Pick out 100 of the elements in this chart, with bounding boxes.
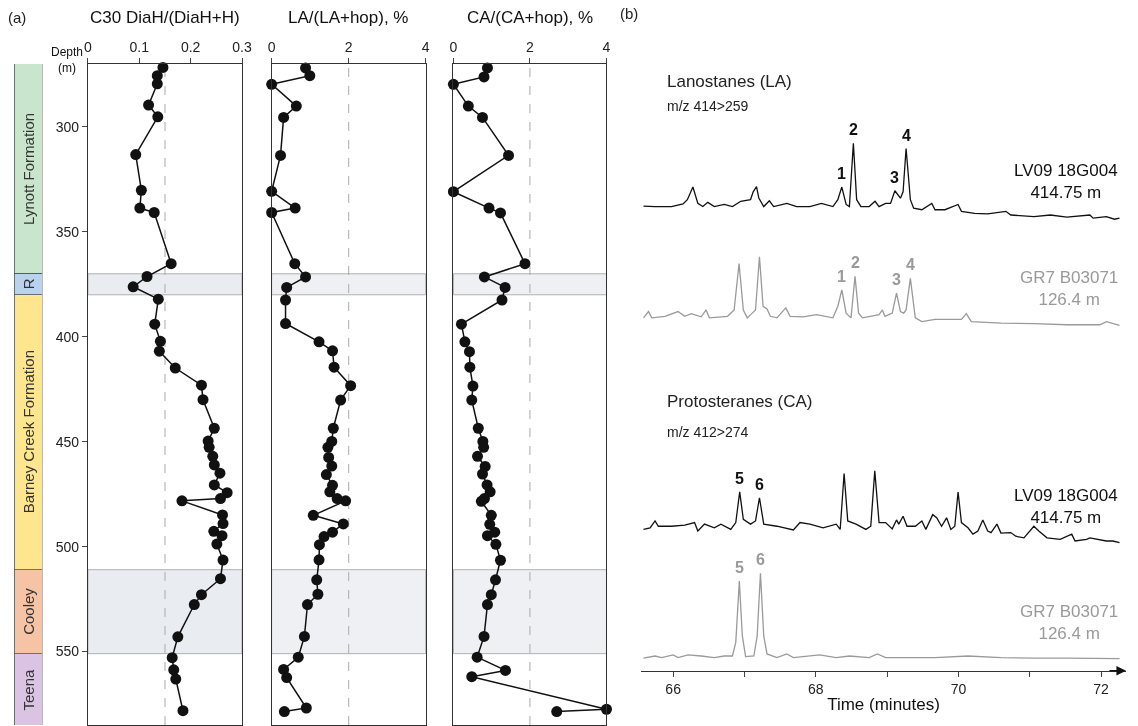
point bbox=[494, 554, 506, 566]
x-tick-label: 0.1 bbox=[129, 39, 150, 56]
annotation: m/z 412>274 bbox=[667, 424, 749, 440]
point bbox=[323, 451, 335, 463]
point bbox=[278, 111, 290, 123]
x-tick-label: 4 bbox=[602, 39, 611, 56]
y-tick-label: 550 bbox=[55, 643, 80, 660]
annotation: 4 bbox=[906, 256, 915, 273]
series-label: Lynott Formation bbox=[19, 112, 37, 225]
point bbox=[481, 599, 493, 611]
point bbox=[326, 460, 338, 472]
point bbox=[472, 422, 484, 434]
x-tick-label: 4 bbox=[421, 39, 430, 56]
point bbox=[298, 630, 310, 642]
annotation: 2 bbox=[851, 254, 860, 271]
series-label: GR7 B03071 126.4 m bbox=[1020, 602, 1119, 644]
x-tick-label: 70 bbox=[950, 680, 967, 697]
point bbox=[551, 706, 563, 718]
series-label: Barney Creek Formation bbox=[20, 349, 38, 514]
x-tick-label: 2 bbox=[344, 39, 353, 56]
series-label: Cooley bbox=[19, 587, 37, 635]
point bbox=[307, 509, 319, 521]
x-tick-label: 0 bbox=[84, 39, 93, 56]
point bbox=[328, 361, 340, 373]
point bbox=[278, 706, 290, 718]
point bbox=[485, 509, 497, 521]
point bbox=[519, 258, 531, 270]
point bbox=[499, 281, 511, 293]
x-axis-title: Time (minutes) bbox=[827, 694, 940, 714]
point bbox=[300, 702, 312, 714]
point bbox=[313, 539, 325, 551]
x-tick-label: 0.3 bbox=[232, 39, 252, 56]
point bbox=[304, 70, 316, 82]
point bbox=[462, 100, 474, 112]
point bbox=[337, 518, 349, 530]
point bbox=[481, 530, 493, 542]
point bbox=[311, 574, 323, 586]
text: Lanostanes (LA) bbox=[667, 72, 792, 91]
annotation: 6 bbox=[755, 476, 764, 493]
point bbox=[281, 672, 293, 684]
text: (b) bbox=[620, 5, 639, 22]
series-label: R bbox=[20, 278, 38, 290]
point bbox=[320, 469, 332, 481]
point bbox=[281, 281, 293, 293]
point bbox=[289, 202, 301, 214]
point bbox=[483, 202, 495, 214]
point bbox=[464, 361, 476, 373]
point bbox=[484, 518, 496, 530]
series-label: LV09 18G004 414.75 m bbox=[1014, 161, 1118, 203]
x-tick-label: 0.2 bbox=[180, 39, 201, 56]
point bbox=[496, 294, 508, 306]
y-tick-label: 450 bbox=[55, 433, 80, 450]
x-tick-label: 2 bbox=[526, 39, 535, 56]
point bbox=[275, 149, 287, 161]
annotation: 5 bbox=[735, 470, 744, 487]
point bbox=[280, 294, 292, 306]
point bbox=[324, 486, 336, 498]
point bbox=[477, 468, 488, 480]
point bbox=[467, 380, 479, 392]
point bbox=[499, 664, 511, 676]
point bbox=[455, 318, 467, 330]
point bbox=[327, 345, 339, 357]
text: m/z 414>259 bbox=[667, 98, 749, 114]
x-tick-label: 72 bbox=[1093, 680, 1110, 697]
point bbox=[459, 336, 471, 348]
chart-title: C30 DiaH/(DiaH+H) bbox=[90, 8, 240, 27]
point bbox=[503, 149, 515, 161]
point bbox=[322, 441, 334, 453]
x-tick-label: 68 bbox=[808, 680, 824, 697]
text: (a) bbox=[8, 9, 27, 26]
series-label: GR7 B03071 126.4 m bbox=[1020, 268, 1119, 310]
point bbox=[301, 599, 313, 611]
y-tick-label: 300 bbox=[55, 118, 80, 135]
point bbox=[335, 394, 347, 406]
point bbox=[478, 271, 490, 283]
annotation: 5 bbox=[735, 559, 744, 576]
chart-title: LA/(LA+hop), % bbox=[288, 8, 409, 27]
point bbox=[313, 554, 325, 566]
point bbox=[490, 538, 502, 550]
y-tick-label: 500 bbox=[55, 538, 80, 555]
point bbox=[340, 495, 352, 507]
annotation: 1 bbox=[837, 165, 846, 182]
point bbox=[472, 450, 484, 462]
point bbox=[289, 258, 301, 270]
x-tick-label: 66 bbox=[665, 680, 682, 697]
point bbox=[345, 380, 357, 392]
point bbox=[292, 651, 304, 663]
annotation: Protosteranes (CA) bbox=[667, 392, 813, 411]
point bbox=[478, 630, 490, 642]
point bbox=[466, 394, 478, 406]
point bbox=[300, 271, 312, 283]
point bbox=[490, 574, 501, 586]
x-tick-label: 0 bbox=[449, 39, 458, 56]
y-axis-title: Depth (m) bbox=[51, 45, 84, 75]
point bbox=[466, 671, 478, 683]
y-tick-label: 350 bbox=[55, 223, 80, 240]
annotation: 2 bbox=[849, 121, 858, 138]
annotation: 3 bbox=[892, 271, 901, 288]
point bbox=[485, 589, 497, 601]
point bbox=[327, 526, 339, 538]
